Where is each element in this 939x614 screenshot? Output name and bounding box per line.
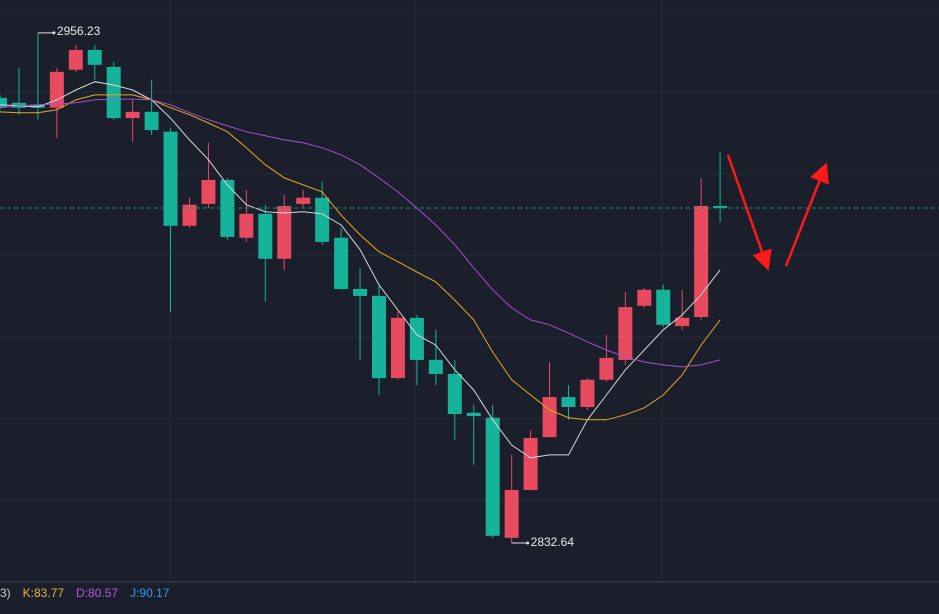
candle-body bbox=[599, 357, 614, 380]
candle-body bbox=[618, 307, 633, 360]
candle-body bbox=[713, 205, 728, 209]
candle-body bbox=[372, 295, 386, 379]
annotation-arrow bbox=[726, 154, 772, 271]
candle-body bbox=[504, 489, 519, 538]
candle-body bbox=[409, 317, 424, 360]
candle-body bbox=[390, 317, 405, 379]
indicator-value: K:83.77 bbox=[23, 586, 65, 600]
candle-body bbox=[523, 437, 538, 490]
extreme-label: 2832.64 bbox=[531, 535, 575, 549]
candle-body bbox=[239, 213, 254, 238]
candle-body bbox=[315, 197, 330, 242]
indicator-bar: 3) K:83.77 D:80.57 J:90.17 bbox=[0, 586, 170, 600]
candle-body bbox=[334, 237, 349, 289]
candle-body bbox=[30, 104, 45, 108]
annotation-arrow bbox=[784, 162, 829, 267]
candle-body bbox=[656, 289, 671, 325]
candle-body bbox=[201, 179, 216, 204]
moving-average-line bbox=[0, 94, 721, 421]
extreme-dot bbox=[52, 31, 56, 35]
moving-average-line bbox=[0, 98, 721, 368]
moving-average-line bbox=[0, 81, 721, 459]
candle-body bbox=[182, 204, 197, 226]
indicator-value: 3) bbox=[0, 586, 11, 600]
candle-body bbox=[675, 317, 690, 327]
candle-body bbox=[49, 71, 64, 108]
candle-body bbox=[542, 397, 557, 438]
candle-body bbox=[353, 288, 368, 296]
candle-body bbox=[637, 289, 652, 306]
candle-body bbox=[296, 197, 311, 204]
candle-body bbox=[68, 49, 83, 70]
candle-body bbox=[485, 417, 500, 536]
candle-body bbox=[466, 412, 481, 417]
indicator-value: D:80.57 bbox=[76, 586, 118, 600]
candle-body bbox=[0, 97, 7, 107]
plot-area: 2956.23 2832.64 bbox=[0, 24, 939, 549]
candle-body bbox=[163, 131, 178, 226]
candle-body bbox=[144, 111, 159, 131]
indicator-value: J:90.17 bbox=[130, 586, 170, 600]
candle-body bbox=[125, 111, 140, 119]
candle-body bbox=[561, 397, 576, 407]
candle-body bbox=[447, 373, 462, 415]
extreme-dot bbox=[526, 541, 530, 545]
candle-body bbox=[87, 49, 102, 65]
candle-body bbox=[258, 213, 273, 259]
extreme-label: 2956.23 bbox=[57, 24, 101, 38]
candle-body bbox=[106, 66, 121, 119]
candle-body bbox=[277, 205, 292, 259]
candle-body bbox=[580, 379, 595, 407]
candle-body bbox=[428, 359, 443, 374]
